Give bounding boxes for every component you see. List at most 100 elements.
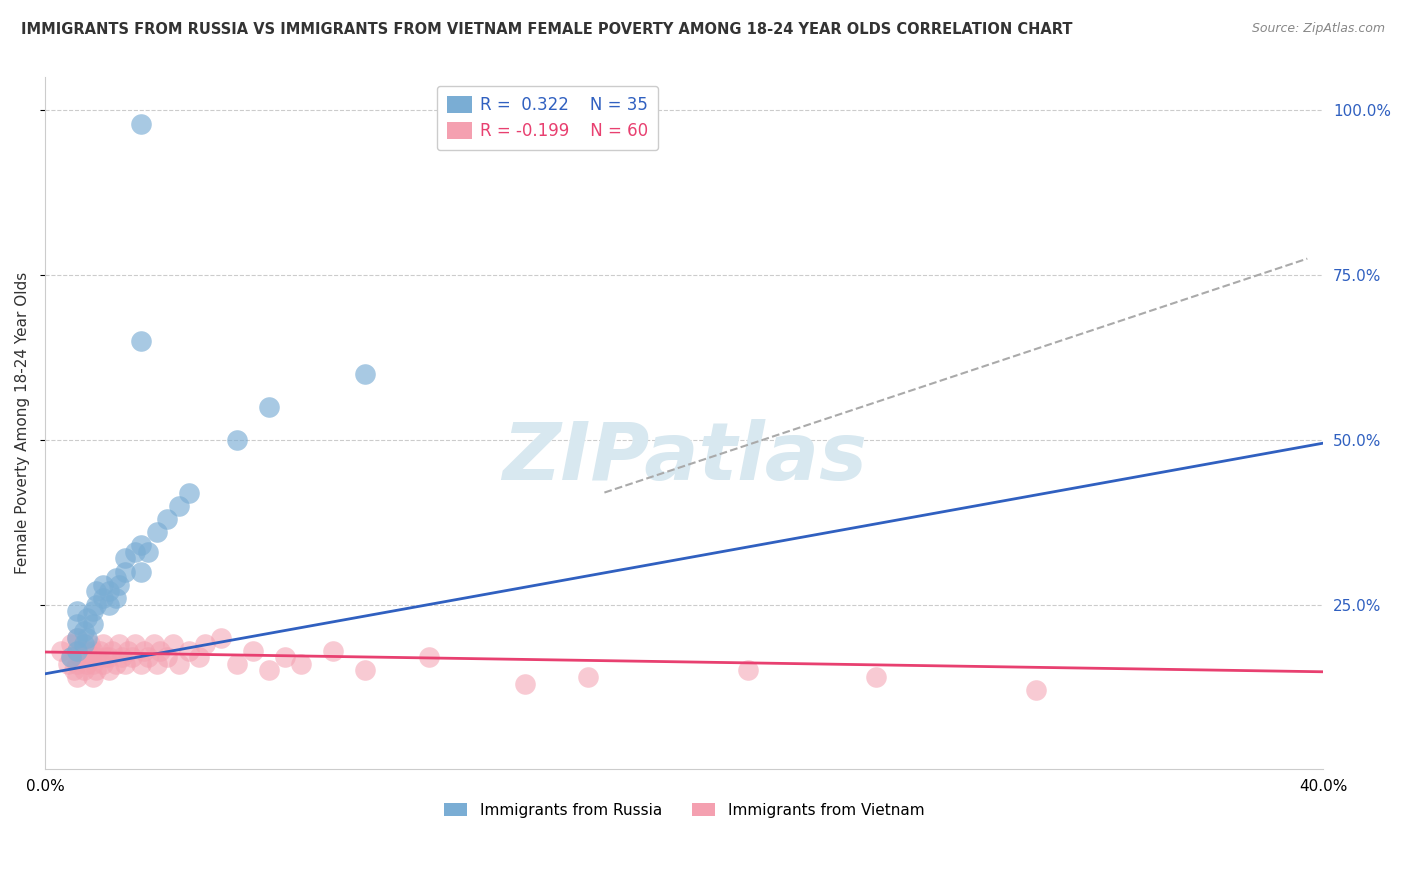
Point [66,617,89,632]
Point [513,676,536,690]
Point [82,617,104,632]
Point [59,650,82,665]
Point [124,637,146,651]
Point [104,571,127,585]
Point [82,657,104,671]
Point [79,637,101,651]
Text: ZIPatlas: ZIPatlas [502,419,866,497]
Point [322,643,344,657]
Point [114,551,136,566]
Point [169,657,191,671]
Point [578,670,600,684]
Point [169,499,191,513]
Point [66,670,89,684]
Text: Source: ZipAtlas.com: Source: ZipAtlas.com [1251,22,1385,36]
Point [136,545,159,559]
Point [101,643,124,657]
Point [1025,683,1047,698]
Point [98,650,121,665]
Point [156,650,179,665]
Legend: Immigrants from Russia, Immigrants from Vietnam: Immigrants from Russia, Immigrants from … [439,797,931,824]
Point [162,637,184,651]
Point [66,604,89,618]
Point [76,631,98,645]
Text: IMMIGRANTS FROM RUSSIA VS IMMIGRANTS FROM VIETNAM FEMALE POVERTY AMONG 18-24 YEA: IMMIGRANTS FROM RUSSIA VS IMMIGRANTS FRO… [21,22,1073,37]
Point [129,657,152,671]
Point [104,591,127,605]
Y-axis label: Female Poverty Among 18-24 Year Olds: Female Poverty Among 18-24 Year Olds [15,272,30,574]
Point [82,604,104,618]
Point [111,650,134,665]
Point [104,657,127,671]
Point [114,657,136,671]
Point [86,664,108,678]
Point [89,643,111,657]
Point [76,657,98,671]
Point [274,650,297,665]
Point [66,643,89,657]
Point [66,631,89,645]
Point [146,525,169,540]
Point [209,631,232,645]
Point [72,664,94,678]
Point [98,598,121,612]
Point [737,664,759,678]
Point [72,624,94,638]
Point [257,400,280,414]
Point [142,637,165,651]
Point [98,584,121,599]
Point [91,591,114,605]
Point [865,670,887,684]
Point [418,650,440,665]
Point [91,637,114,651]
Point [72,637,94,651]
Point [257,664,280,678]
Point [66,631,89,645]
Point [290,657,312,671]
Point [156,512,179,526]
Point [134,643,156,657]
Point [63,664,86,678]
Point [82,643,104,657]
Point [66,657,89,671]
Point [82,670,104,684]
Point [72,650,94,665]
Point [76,643,98,657]
Point [121,650,143,665]
Point [136,650,159,665]
Point [59,650,82,665]
Point [117,643,139,657]
Point [86,598,108,612]
Point [91,657,114,671]
Point [107,637,129,651]
Point [146,657,169,671]
Point [124,545,146,559]
Point [129,565,152,579]
Point [98,664,121,678]
Point [194,637,217,651]
Point [129,538,152,552]
Point [107,578,129,592]
Point [91,578,114,592]
Point [69,650,91,665]
Point [66,643,89,657]
Point [76,611,98,625]
Point [226,433,249,447]
Point [353,367,375,381]
Point [177,485,200,500]
Point [149,643,172,657]
Point [177,643,200,657]
Point [56,657,79,671]
Point [114,565,136,579]
Point [187,650,209,665]
Point [59,637,82,651]
Point [86,584,108,599]
Point [94,650,117,665]
Point [129,334,152,348]
Point [86,650,108,665]
Point [51,643,73,657]
Point [242,643,264,657]
Point [129,117,152,131]
Point [226,657,249,671]
Point [353,664,375,678]
